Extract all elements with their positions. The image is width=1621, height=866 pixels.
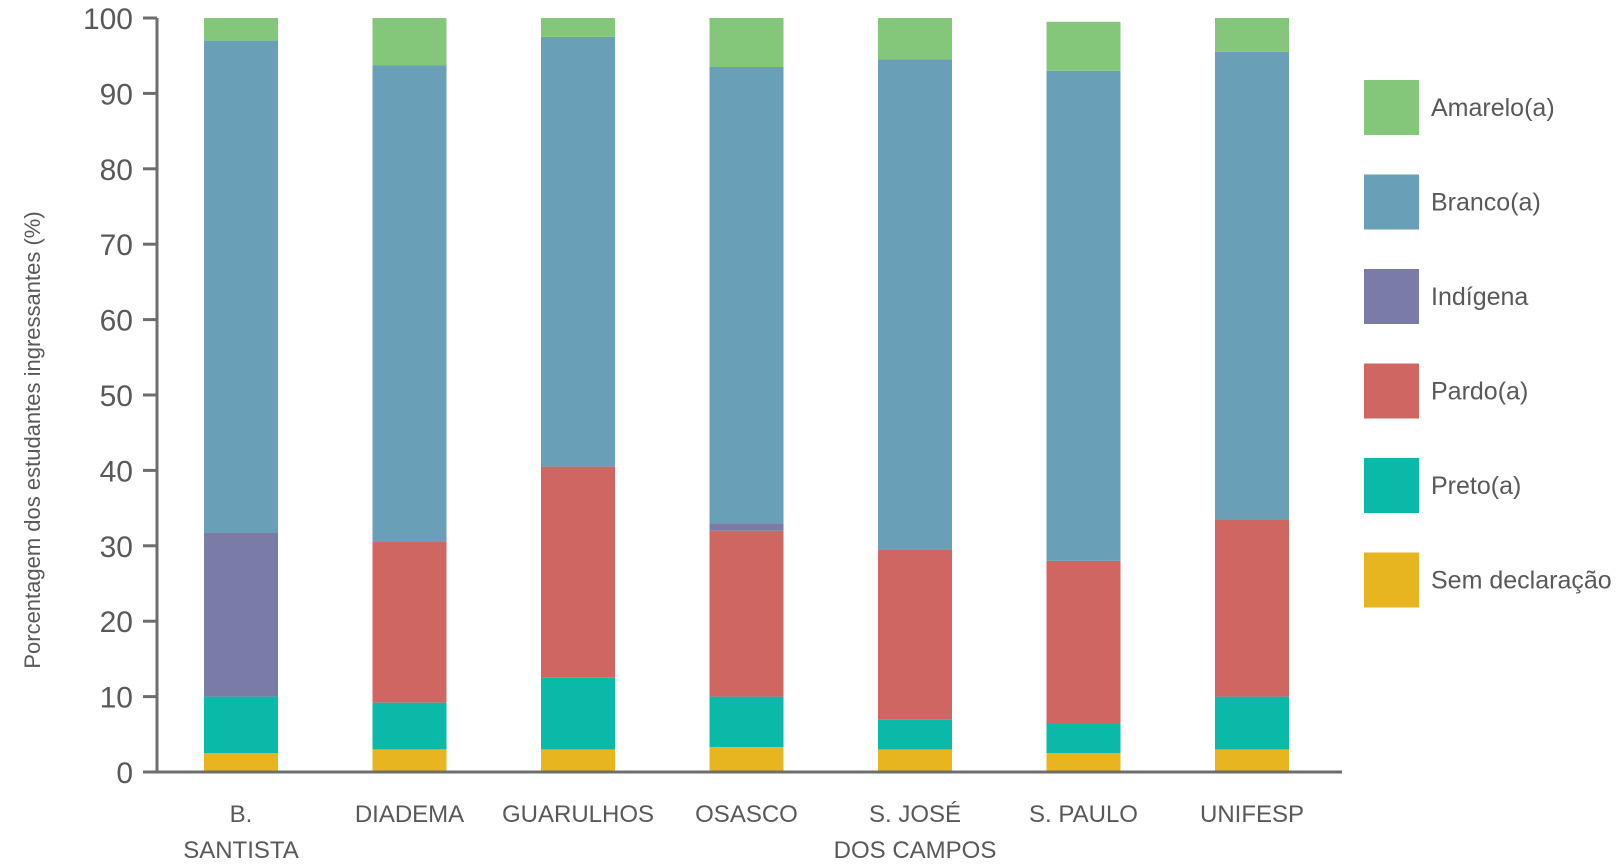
axes [155,18,1342,774]
bar-segment [541,466,615,678]
bar-segment [541,749,615,772]
bar-segment [204,696,278,754]
legend-swatch [1364,552,1419,608]
legend-label: Pardo(a) [1431,378,1528,406]
x-category-label: DIADEMA [355,801,464,828]
x-category-label: GUARULHOS [502,801,654,828]
bar-segment [709,523,784,531]
bar-segment [541,677,615,750]
bar-segment [878,749,952,772]
y-tick-label: 50 [100,380,133,413]
bar-segment [709,18,784,68]
x-category-label: B. SANTISTA [183,801,299,864]
bar-segment [204,532,278,697]
bar-segment [372,65,447,543]
bar-segment [1046,753,1121,772]
bar-segment [1046,70,1121,561]
y-tick-label: 80 [100,154,133,187]
legend-swatch [1364,458,1419,513]
bar-segment [709,696,784,748]
y-tick-label: 60 [100,305,133,338]
bar-segment [541,36,615,467]
y-tick-label: 100 [83,3,133,36]
bar-segment [709,530,784,697]
legend: Amarelo(a) Branco(a) Indígena Pardo(a) Preto… [1364,80,1612,608]
bar-segment [1215,519,1289,697]
y-tick-label: 40 [100,455,133,488]
bar-segment [1215,18,1289,52]
bar-segment [204,18,278,41]
bar-segment [1046,21,1121,71]
bar-segment [1215,51,1289,520]
bar-segment [709,67,784,524]
legend-label: Sem declaração [1431,567,1612,595]
y-tick-label: 70 [100,229,133,262]
legend-label: Indígena [1431,283,1528,311]
bar-segment [1215,696,1289,750]
bar-segment [372,542,447,703]
legend-label: Amarelo(a) [1431,94,1555,122]
legend-swatch [1364,363,1419,419]
legend-swatch [1364,174,1419,230]
bar-segment [878,549,952,720]
x-category-label: OSASCO [695,801,798,828]
bar-segment [204,40,278,533]
bar-segment [878,18,952,60]
legend-swatch [1364,269,1419,324]
y-tick-label: 30 [100,531,133,564]
y-axis-label: Porcentagem dos estudantes ingressantes … [20,211,45,668]
x-category-label: S. JOSÉ DOS CAMPOS [834,801,997,864]
bar-segment [1046,560,1121,723]
y-tick-label: 10 [100,682,133,715]
y-tick-label: 0 [116,757,133,790]
bar-segment [372,18,447,66]
bars [204,18,1289,772]
legend-label: Branco(a) [1431,189,1541,217]
y-axis-ticks: 0 10 20 30 40 50 60 70 80 90 100 [83,3,157,790]
bar-segment [1215,749,1289,772]
bar-segment [709,747,784,772]
legend-label: Preto(a) [1431,472,1521,500]
x-category-label: UNIFESP [1200,801,1304,828]
bar-segment [878,719,952,750]
legend-swatch [1364,80,1419,135]
bar-segment [541,18,615,37]
bar-segment [372,749,447,772]
y-tick-label: 90 [100,78,133,111]
y-tick-label: 20 [100,606,133,639]
bar-segment [878,59,952,550]
bar-segment [1046,722,1121,754]
x-category-label: S. PAULO [1029,801,1138,828]
x-axis-categories: B. SANTISTA DIADEMA GUARULHOS OSASCO S. JOSÉ D… [183,801,1304,864]
bar-segment [372,702,447,750]
bar-segment [204,753,278,772]
